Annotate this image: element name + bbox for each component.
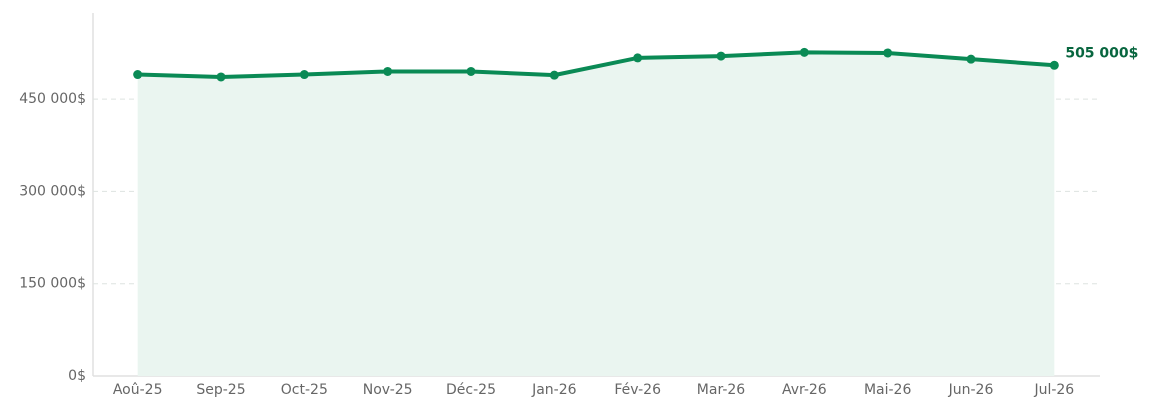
x-tick-label: Jan-26 — [531, 382, 577, 398]
point — [883, 48, 893, 58]
point — [549, 70, 559, 80]
point — [383, 66, 393, 76]
x-tick-label: Oct-25 — [281, 382, 328, 398]
x-tick-label: Mai-26 — [864, 382, 912, 398]
y-tick-label: 150 000$ — [19, 276, 86, 292]
point — [716, 51, 726, 61]
x-tick-label: Jul-26 — [1033, 382, 1074, 398]
x-tick-label: Aoû-25 — [113, 382, 163, 398]
x-tick-label: Déc-25 — [446, 382, 496, 398]
point — [799, 47, 809, 57]
y-tick-label: 0$ — [68, 368, 86, 384]
y-tick-label: 450 000$ — [19, 91, 86, 107]
x-tick-label: Nov-25 — [363, 382, 413, 398]
point — [1049, 60, 1059, 70]
point — [466, 66, 476, 76]
x-tick-label: Mar-26 — [697, 382, 745, 398]
point — [633, 53, 643, 63]
point — [216, 72, 226, 82]
y-tick-label: 300 000$ — [19, 183, 86, 199]
area — [137, 52, 1055, 376]
x-tick-label: Fév-26 — [614, 382, 661, 398]
point — [133, 70, 143, 80]
value-label: 505 000$ — [1065, 45, 1138, 61]
point — [299, 70, 309, 80]
x-tick-label: Avr-26 — [782, 382, 827, 398]
line — [137, 50, 1055, 79]
x-tick-label: Sep-25 — [196, 382, 245, 398]
point — [966, 54, 976, 64]
x-tick-label: Jun-26 — [948, 382, 994, 398]
